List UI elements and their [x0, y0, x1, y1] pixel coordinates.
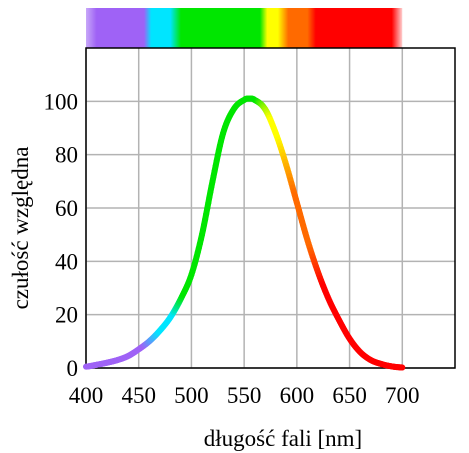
y-tick-label: 100: [44, 89, 79, 114]
y-tick-label: 20: [55, 303, 78, 328]
y-tick-label: 0: [67, 356, 79, 381]
y-axis-label: czułość względna: [8, 147, 33, 310]
plot-frame: [85, 47, 456, 369]
x-tick-label: 700: [385, 383, 420, 408]
y-tick-label: 60: [55, 196, 78, 221]
grid: [85, 48, 455, 369]
spectrum-band-fill: [86, 8, 403, 48]
x-tick-label: 600: [280, 383, 315, 408]
x-tick-label: 400: [69, 383, 104, 408]
x-tick-label: 550: [227, 383, 262, 408]
series-line: [83, 95, 406, 371]
x-tick-label: 450: [121, 383, 156, 408]
y-tick-label: 80: [55, 143, 78, 168]
spectrum-band: [86, 8, 403, 48]
x-axis-label: długość fali [nm]: [204, 426, 362, 451]
x-tick-labels: 400 450 500 550 600 650 700: [69, 383, 420, 408]
x-tick-label: 650: [332, 383, 367, 408]
x-tick-label: 500: [174, 383, 209, 408]
y-tick-label: 40: [55, 249, 78, 274]
y-tick-labels: 0 20 40 60 80 100: [44, 89, 79, 381]
